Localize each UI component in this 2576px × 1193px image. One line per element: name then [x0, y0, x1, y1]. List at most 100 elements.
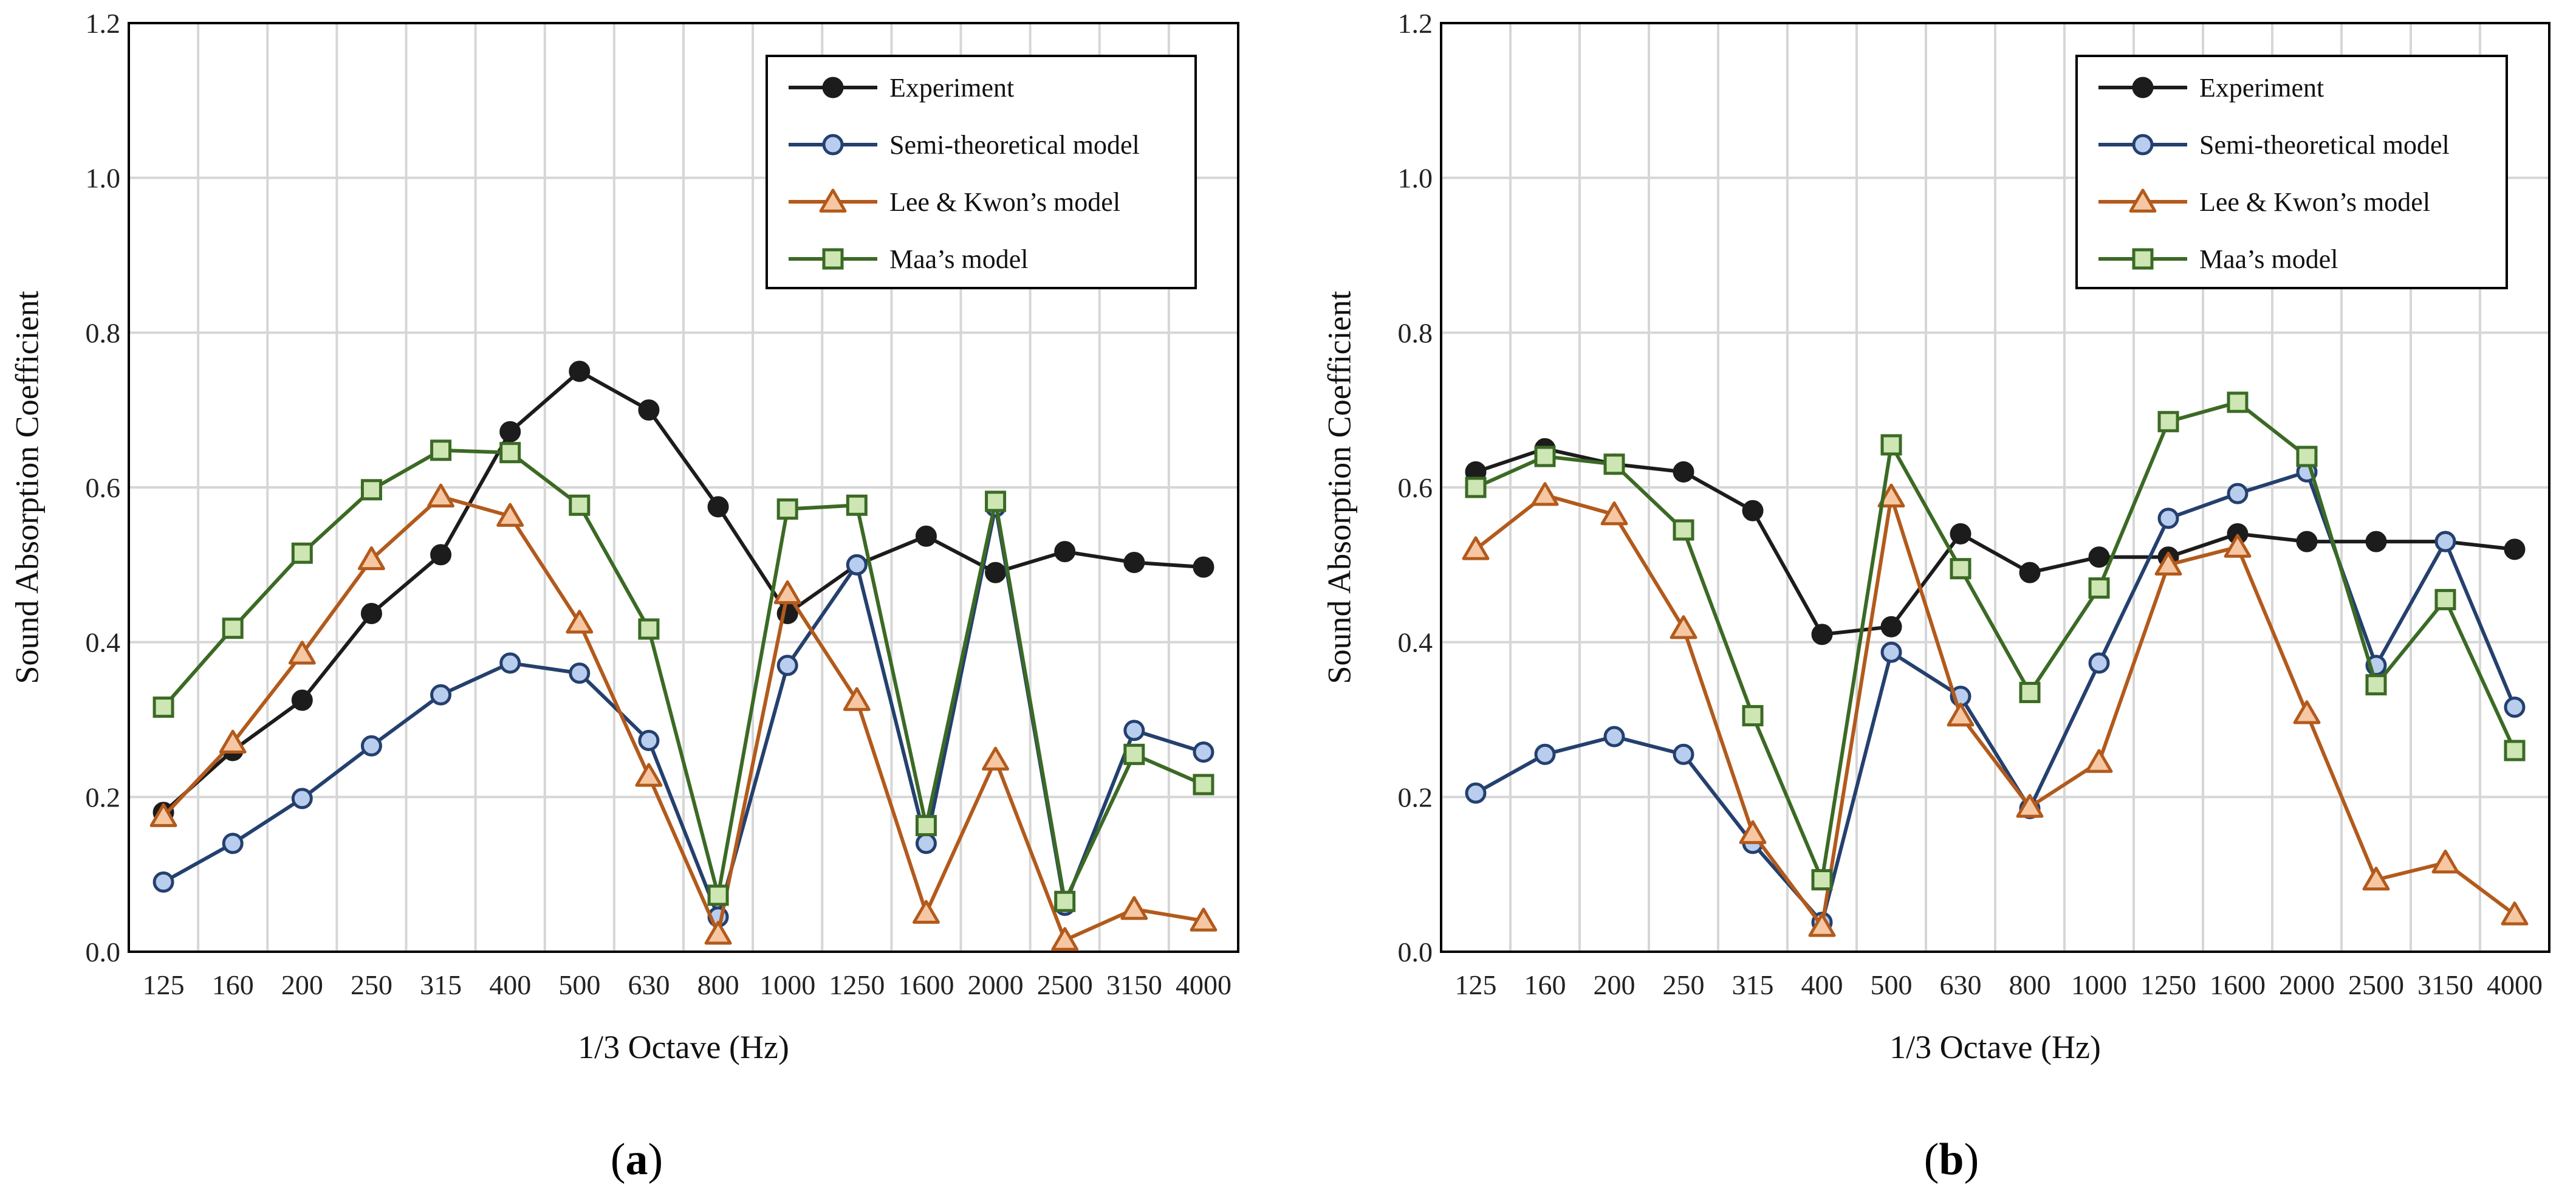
legend-swatch-marker [819, 188, 847, 213]
data-point-semi-theoretical-model [915, 833, 937, 854]
series-maa-s-model [1465, 391, 2526, 891]
x-tick-label: 125 [1455, 969, 1497, 1000]
data-point-lee-kwon-s-model [149, 803, 177, 827]
data-point-experiment [1950, 523, 1971, 545]
data-point-semi-theoretical-model [1123, 720, 1145, 741]
x-tick-label: 800 [697, 969, 739, 1000]
data-point-semi-theoretical-model [1465, 782, 1487, 804]
data-point-semi-theoretical-model [1193, 741, 1214, 763]
y-tick-label: 0.8 [1398, 317, 1433, 348]
data-point-semi-theoretical-model [569, 662, 591, 684]
legend-item-maa-s-model: Maa’s model [789, 244, 1029, 274]
legend-swatch-marker [822, 77, 844, 98]
data-point-lee-kwon-s-model [1120, 896, 1148, 920]
x-tick-label: 500 [1871, 969, 1913, 1000]
data-point-maa-s-model [1465, 476, 1487, 498]
y-tick-label: 0.2 [86, 782, 121, 813]
data-point-maa-s-model [152, 696, 174, 718]
legend-item-experiment: Experiment [789, 73, 1014, 103]
data-point-maa-s-model [776, 498, 798, 520]
data-point-semi-theoretical-model [430, 684, 452, 706]
y-tick-label: 1.0 [86, 163, 121, 194]
y-tick-label: 0.6 [86, 472, 121, 503]
chart-panel-a: 0.0 0.2 0.4 0.6 0.8 1.0 1.2 125 160 200 250 315 400 5… [9, 8, 1239, 1184]
data-point-maa-s-model [2019, 681, 2041, 703]
x-tick-label: 4000 [2487, 969, 2543, 1000]
x-tick-label: 1250 [829, 969, 885, 1000]
gridlines [128, 22, 1239, 953]
x-tick-label: 315 [420, 969, 462, 1000]
y-tick-label: 0.4 [86, 627, 121, 658]
x-tick-label: 160 [1524, 969, 1566, 1000]
x-tick-label: 630 [628, 969, 670, 1000]
data-point-experiment [2296, 531, 2318, 552]
x-tick-label: 160 [212, 969, 254, 1000]
x-tick-label: 1600 [898, 969, 954, 1000]
data-point-maa-s-model [360, 479, 382, 501]
data-point-maa-s-model [2227, 391, 2249, 413]
x-tick-label: 2000 [2279, 969, 2335, 1000]
series-lee-kwon-s-model [1462, 482, 2529, 937]
legend-swatch-marker [822, 248, 844, 270]
legend-swatch-marker [822, 134, 844, 156]
data-point-lee-kwon-s-model [912, 899, 940, 924]
data-point-maa-s-model [569, 494, 591, 516]
data-point-lee-kwon-s-model [704, 921, 732, 945]
series-line-maa-s-model [1475, 400, 2516, 882]
data-point-experiment [2088, 546, 2110, 568]
data-point-lee-kwon-s-model [288, 641, 316, 665]
data-point-experiment [1193, 556, 1214, 578]
x-tick-label: 250 [351, 969, 392, 1000]
legend-item-maa-s-model: Maa’s model [2098, 244, 2338, 274]
data-point-lee-kwon-s-model [1531, 482, 1559, 506]
chart-panel-b: 0.0 0.2 0.4 0.6 0.8 1.0 1.2 125 160 200 250 315 400 5… [1321, 8, 2550, 1184]
data-point-lee-kwon-s-model [1190, 907, 1218, 932]
data-point-experiment [291, 689, 313, 711]
data-point-maa-s-model [222, 617, 244, 639]
legend-item-lee-kwon-s-model: Lee & Kwon’s model [2098, 187, 2430, 217]
legend: Experiment Semi-theoretical model Lee & Kw… [766, 55, 1197, 289]
y-tick-label: 0.0 [86, 937, 121, 968]
legend-label: Maa’s model [2199, 244, 2338, 274]
data-point-experiment [2019, 562, 2041, 583]
data-point-experiment [1811, 624, 1833, 645]
plot-area-border [1440, 22, 2550, 953]
data-point-experiment [1673, 461, 1694, 483]
y-axis-title: Sound Absorption Coefficient [1321, 291, 1357, 684]
series-line-lee-kwon-s-model [1475, 493, 2516, 928]
x-tick-label: 1600 [2210, 969, 2266, 1000]
data-point-semi-theoretical-model [291, 788, 313, 810]
data-point-lee-kwon-s-model [1947, 703, 1975, 727]
x-tick-label: 2500 [1037, 969, 1093, 1000]
data-point-maa-s-model [1880, 434, 1902, 456]
data-point-experiment [499, 421, 521, 442]
data-point-semi-theoretical-model [2157, 507, 2179, 529]
data-point-maa-s-model [915, 814, 937, 836]
data-point-maa-s-model [2434, 589, 2456, 611]
data-point-lee-kwon-s-model [1739, 820, 1767, 844]
data-point-lee-kwon-s-model [2016, 794, 2044, 818]
x-axis-title: 1/3 Octave (Hz) [578, 1029, 789, 1065]
data-point-maa-s-model [2157, 411, 2179, 433]
y-tick-label: 1.2 [1398, 8, 1433, 39]
data-point-lee-kwon-s-model [1670, 615, 1697, 639]
y-tick-label: 0.6 [1398, 472, 1433, 503]
legend-swatch-marker [2132, 77, 2154, 98]
legend-label: Lee & Kwon’s model [2199, 187, 2430, 217]
data-point-maa-s-model [1123, 743, 1145, 765]
data-point-lee-kwon-s-model [635, 763, 663, 787]
x-tick-label: 200 [281, 969, 323, 1000]
data-point-semi-theoretical-model [776, 655, 798, 676]
data-point-maa-s-model [1811, 869, 1833, 891]
data-point-semi-theoretical-model [1534, 743, 1556, 765]
y-tick-label: 0.4 [1398, 627, 1433, 658]
data-point-maa-s-model [1534, 445, 1556, 467]
x-tick-label: 3150 [2417, 969, 2473, 1000]
data-point-experiment [915, 525, 937, 547]
data-point-semi-theoretical-model [360, 735, 382, 757]
x-tick-label: 4000 [1176, 969, 1231, 1000]
x-tick-label: 630 [1940, 969, 1982, 1000]
series-line-maa-s-model [162, 448, 1205, 904]
y-tick-label: 0.2 [1398, 782, 1433, 813]
y-tick-label: 1.0 [1398, 163, 1433, 194]
